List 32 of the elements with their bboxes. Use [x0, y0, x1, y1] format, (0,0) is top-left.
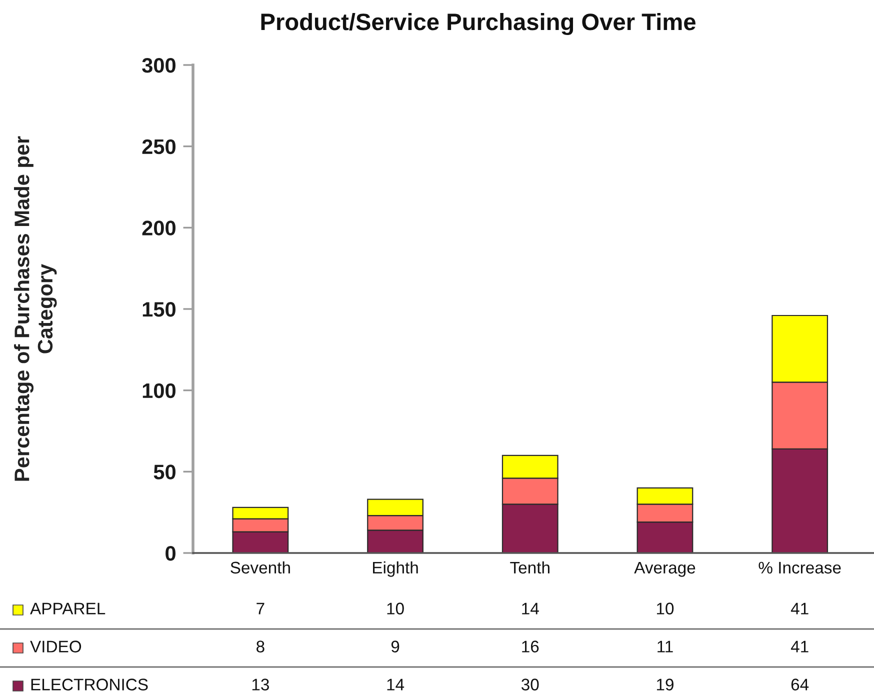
- data-label: 41: [790, 602, 808, 614]
- y-tick-label: 200: [142, 220, 176, 236]
- x-tick-label: Seventh: [230, 561, 290, 574]
- data-label: 41: [790, 640, 808, 652]
- y-tick-label: 150: [142, 302, 176, 317]
- legend-label: ELECTRONICS: [31, 678, 148, 690]
- data-label: 10: [387, 602, 404, 614]
- data-label: 13: [252, 678, 269, 690]
- data-label: 14: [387, 678, 404, 690]
- data-label: 14: [522, 602, 539, 614]
- y-tick-label: 50: [154, 464, 176, 480]
- x-tick-label: Average: [634, 562, 696, 577]
- y-tick-label: 300: [142, 58, 176, 73]
- data-label: 7: [256, 602, 264, 614]
- x-tick-label: Eighth: [373, 561, 418, 577]
- data-label: 64: [791, 678, 809, 690]
- y-tick-label: 100: [142, 383, 176, 398]
- y-tick-label: 0: [166, 546, 176, 561]
- legend-label: APPAREL: [30, 602, 106, 614]
- data-label: 9: [391, 640, 400, 652]
- data-label: 30: [521, 678, 539, 690]
- y-tick-label: 250: [142, 139, 176, 154]
- data-label: 10: [656, 602, 674, 614]
- chart-title: Product/Service Purchasing Over Time: [261, 12, 696, 36]
- data-label: 11: [658, 640, 673, 652]
- x-tick-label: % Increase: [758, 562, 841, 574]
- data-label: 8: [256, 640, 264, 652]
- x-tick-label: Tenth: [510, 561, 550, 574]
- legend-label: VIDEO: [30, 640, 82, 652]
- data-label: 16: [522, 640, 539, 652]
- data-label: 19: [656, 678, 674, 690]
- y-axis-title: Percentage of Purchases Made per Category: [14, 136, 57, 481]
